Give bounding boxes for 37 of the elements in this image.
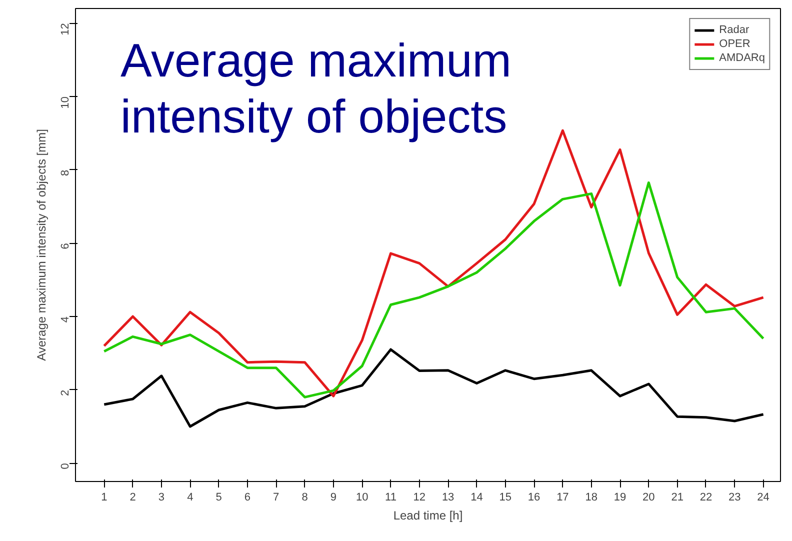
x-tick-label: 19 xyxy=(614,492,626,504)
x-tick-label: 13 xyxy=(442,492,454,504)
x-tick-label: 3 xyxy=(158,492,165,504)
y-tick-label: 12 xyxy=(60,23,72,36)
x-tick-label: 23 xyxy=(728,492,741,504)
legend-label: Radar xyxy=(719,23,750,37)
x-tick-label: 5 xyxy=(216,492,222,504)
x-tick-label: 21 xyxy=(671,492,684,504)
legend-label: OPER xyxy=(719,37,750,51)
x-tick-label: 8 xyxy=(302,492,308,504)
x-tick-label: 22 xyxy=(700,492,712,504)
x-tick-label: 15 xyxy=(499,492,512,504)
y-tick-label: 4 xyxy=(60,316,72,323)
x-tick-label: 24 xyxy=(757,492,770,504)
x-tick-label: 17 xyxy=(556,492,569,504)
y-axis-title: Average maximum intensity of objects [mm] xyxy=(34,129,48,361)
x-tick-label: 6 xyxy=(244,492,251,504)
x-tick-label: 1 xyxy=(101,492,108,504)
y-tick-label: 10 xyxy=(60,96,72,109)
x-tick-label: 4 xyxy=(187,492,194,504)
y-tick-label: 8 xyxy=(60,170,72,176)
x-tick-label: 18 xyxy=(585,492,598,504)
x-axis-title: Lead time [h] xyxy=(393,508,463,522)
x-tick-label: 9 xyxy=(330,492,336,504)
x-tick-label: 20 xyxy=(642,492,655,504)
x-tick-label: 7 xyxy=(273,492,280,504)
y-tick-label: 2 xyxy=(60,390,72,396)
y-tick-label: 0 xyxy=(60,463,72,470)
x-tick-label: 11 xyxy=(385,492,396,504)
legend-label: AMDARq xyxy=(719,51,765,65)
text: Average maximum intensity of objects xyxy=(120,34,512,142)
x-tick-label: 12 xyxy=(413,492,426,504)
x-tick-label: 16 xyxy=(528,492,540,504)
x-tick-label: 14 xyxy=(470,492,483,504)
y-tick-label: 6 xyxy=(60,243,72,250)
x-tick-label: 10 xyxy=(356,492,368,504)
x-tick-label: 2 xyxy=(130,492,136,504)
